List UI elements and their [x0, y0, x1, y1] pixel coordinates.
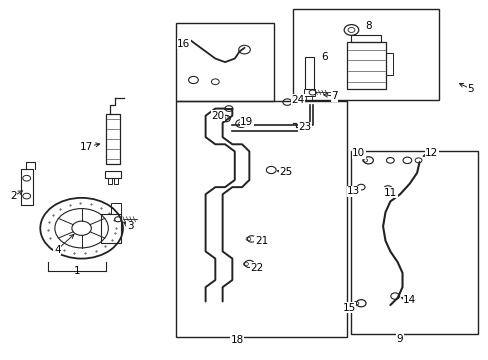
Text: 15: 15 — [342, 303, 355, 313]
Bar — [304, 89, 314, 96]
Text: 12: 12 — [424, 148, 437, 158]
Text: 21: 21 — [254, 237, 267, 247]
Text: 17: 17 — [80, 142, 93, 152]
Bar — [105, 171, 120, 178]
Text: 3: 3 — [127, 221, 133, 231]
Text: 18: 18 — [230, 335, 244, 345]
Bar — [305, 96, 311, 102]
Text: 4: 4 — [54, 245, 61, 255]
Bar — [21, 169, 33, 205]
Text: 2: 2 — [10, 191, 17, 201]
Bar — [385, 53, 392, 75]
Text: 5: 5 — [467, 84, 473, 94]
Text: 25: 25 — [279, 167, 292, 177]
Bar — [101, 214, 120, 243]
Text: 20: 20 — [211, 111, 224, 121]
Bar — [176, 102, 346, 337]
Text: 1: 1 — [73, 266, 80, 276]
Text: 7: 7 — [330, 91, 337, 101]
Text: 14: 14 — [403, 295, 416, 305]
Text: 11: 11 — [383, 188, 396, 198]
Text: 6: 6 — [321, 52, 327, 62]
Bar — [108, 178, 112, 184]
Text: 13: 13 — [346, 186, 360, 197]
Text: 8: 8 — [365, 21, 371, 31]
Bar — [114, 178, 117, 184]
Text: 10: 10 — [351, 148, 365, 158]
Bar — [176, 23, 273, 102]
Text: 23: 23 — [298, 122, 311, 132]
Bar — [292, 9, 438, 100]
Text: 16: 16 — [177, 39, 190, 49]
Text: 9: 9 — [396, 334, 403, 344]
Text: 19: 19 — [240, 117, 253, 127]
Bar — [351, 152, 477, 334]
Bar — [106, 114, 119, 164]
Text: 22: 22 — [249, 262, 263, 273]
Bar — [351, 35, 380, 42]
Bar — [346, 42, 385, 89]
Text: 24: 24 — [291, 95, 304, 105]
Bar — [111, 203, 120, 214]
Bar — [305, 57, 313, 89]
